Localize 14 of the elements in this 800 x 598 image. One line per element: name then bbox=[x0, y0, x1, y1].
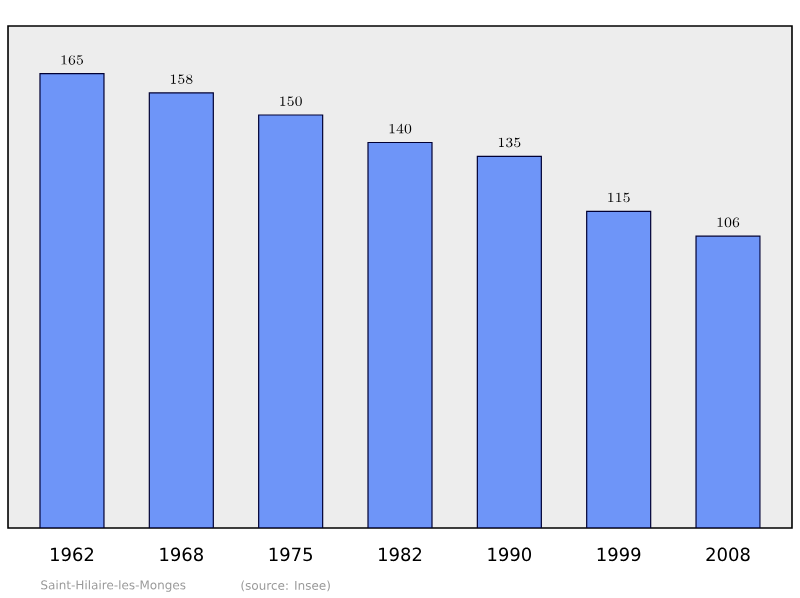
x-tick-label: 1982 bbox=[379, 547, 422, 562]
bar bbox=[476, 155, 542, 528]
x-tick-label: 1990 bbox=[488, 547, 532, 562]
bar bbox=[148, 92, 214, 528]
bar bbox=[586, 210, 652, 528]
bar bbox=[695, 235, 761, 528]
bar bbox=[367, 141, 433, 528]
x-tick-label: 1968 bbox=[160, 547, 203, 562]
x-tick-label: 1975 bbox=[269, 547, 312, 562]
x-tick-label: 1999 bbox=[597, 547, 641, 562]
bar bbox=[258, 114, 324, 528]
x-tick-label: 2008 bbox=[706, 547, 750, 562]
x-tick-label: 1962 bbox=[51, 547, 94, 562]
bar bbox=[39, 73, 105, 528]
